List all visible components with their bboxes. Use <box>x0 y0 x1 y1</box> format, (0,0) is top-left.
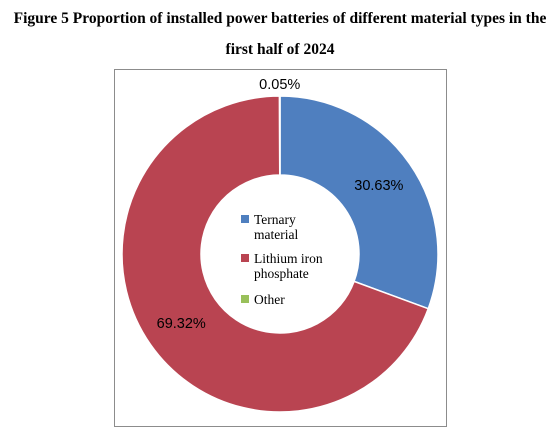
chart-title-line-1: Figure 5 Proportion of installed power b… <box>13 10 547 27</box>
slice-ternary-material <box>279 95 439 310</box>
data-label-lithium-iron-phosphate: 69.32% <box>157 316 206 332</box>
chart-frame <box>114 69 447 427</box>
data-label-ternary-material: 30.63% <box>354 178 403 194</box>
legend-swatch-lithium-iron-phosphate <box>241 254 249 262</box>
legend-label-ternary-material-line-1: Ternary <box>254 212 296 227</box>
legend-label-lithium-iron-phosphate-line-1: Lithium iron <box>254 251 323 266</box>
legend-swatch-ternary-material <box>241 215 249 223</box>
chart-title: Figure 5 Proportion of installed power b… <box>0 3 560 65</box>
legend-label-ternary-material-line-2: material <box>254 227 298 242</box>
donut-slices <box>121 95 439 413</box>
data-label-other: 0.05% <box>259 77 300 93</box>
chart-title-line-2: first half of 2024 <box>225 41 335 58</box>
legend-label-other-line-1: Other <box>254 292 285 307</box>
legend-item-other: Other <box>241 292 285 307</box>
legend-swatch-other <box>241 295 249 303</box>
data-labels: 30.63% 69.32% 0.05% <box>157 77 404 332</box>
slice-lithium-iron-phosphate <box>121 95 430 413</box>
legend-label-lithium-iron-phosphate-line-2: phosphate <box>254 266 309 281</box>
